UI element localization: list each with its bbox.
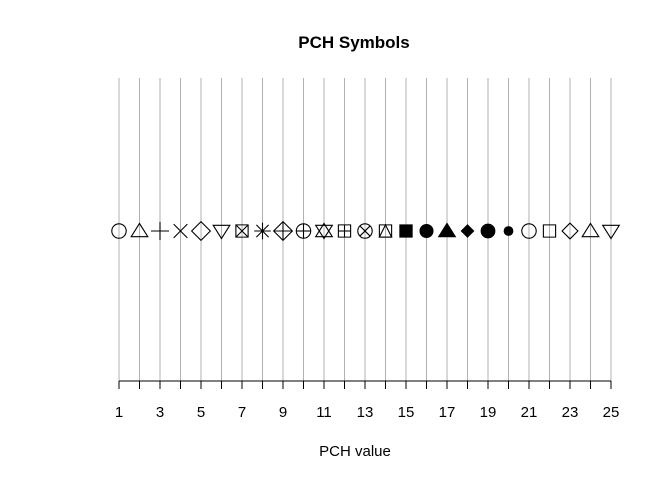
pch-symbol-6 [212,224,231,240]
x-tick-label-21: 21 [521,404,538,421]
pch-symbol-5 [190,220,212,242]
pch-symbol-14 [378,223,393,238]
x-tick-label-15: 15 [398,404,415,421]
x-tick-label-13: 13 [357,404,374,421]
pch-symbol-25 [601,224,621,240]
x-axis: 1 3 5 7 9 11 13 15 17 19 21 23 25 [115,380,620,421]
x-tick-label-3: 3 [156,404,164,421]
pch-symbol-19 [480,223,496,239]
x-tick-label-19: 19 [480,404,497,421]
pch-symbol-8 [254,222,271,240]
symbols [111,220,621,242]
chart-title: PCH Symbols [298,33,409,52]
pch-symbol-23 [561,222,579,240]
pch-symbol-3 [151,222,169,240]
pch-symbol-22 [542,224,557,238]
pch-symbol-4 [173,223,188,239]
x-tick-label-11: 11 [316,404,332,421]
pch-symbol-18 [460,224,475,238]
pch-symbol-10 [295,223,312,239]
x-axis-label: PCH value [319,443,391,460]
x-tick-label-17: 17 [439,404,456,421]
pch-symbol-20 [503,226,514,236]
pch-symbol-15 [399,224,413,238]
x-tick-label-1: 1 [115,404,123,421]
x-tick-label-7: 7 [238,404,246,421]
x-tick-label-9: 9 [279,404,287,421]
pch-symbol-9 [272,220,294,242]
pch-symbol-21 [521,223,537,239]
pch-symbol-2 [130,222,149,238]
pch-symbol-13 [357,223,373,239]
pch-symbol-7 [235,224,249,238]
pch-symbol-17 [437,222,457,238]
pch-symbol-11 [314,222,334,240]
pch-symbol-24 [581,222,600,238]
pch-symbol-1 [111,223,127,239]
x-tick-label-5: 5 [197,404,205,421]
x-tick-label-23: 23 [562,404,579,421]
x-tick-label-25: 25 [603,404,620,421]
pch-symbol-16 [419,223,434,239]
pch-symbol-12 [337,224,352,238]
